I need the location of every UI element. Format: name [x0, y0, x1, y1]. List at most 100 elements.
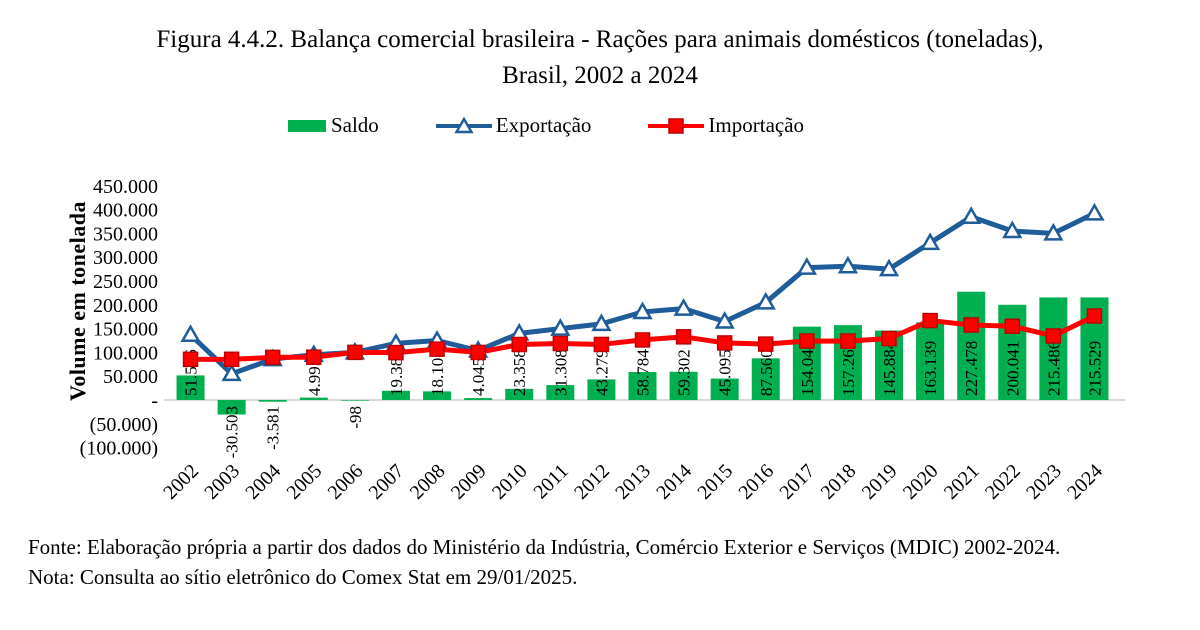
importacao-marker — [840, 333, 856, 349]
x-axis-year-label: 2022 — [981, 460, 1025, 504]
saldo-data-label: 4.045 — [469, 358, 488, 396]
saldo-bar — [710, 378, 739, 400]
importacao-marker — [758, 336, 774, 352]
saldo-bar — [546, 385, 575, 400]
x-axis-year-label: 2020 — [899, 460, 943, 504]
importacao-marker — [1086, 308, 1103, 324]
importacao-marker — [634, 332, 651, 348]
exportacao-marker — [796, 257, 818, 275]
saldo-data-label: 227.478 — [962, 341, 981, 396]
saldo-data-label: -3.581 — [264, 406, 283, 450]
importacao-marker — [1045, 328, 1062, 344]
saldo-data-label: 215.529 — [1085, 341, 1104, 396]
importacao-marker — [388, 344, 404, 361]
legend-item-saldo: Saldo — [286, 113, 379, 138]
importacao-line-icon — [647, 117, 705, 135]
legend-label-exportacao: Exportação — [495, 113, 592, 137]
exportacao-marker — [1043, 222, 1064, 241]
y-axis-tick-label: (100.000) — [80, 438, 158, 460]
saldo-data-label: 31.308 — [551, 349, 570, 396]
legend-item-importacao: Importação — [647, 113, 804, 138]
importacao-marker — [552, 335, 569, 352]
exportacao-marker — [755, 291, 776, 310]
importacao-marker — [963, 317, 979, 333]
x-axis-year-label: 2010 — [488, 460, 532, 504]
legend-item-exportacao: Exportação — [435, 113, 592, 138]
fonte-text: Fonte: Elaboração própria a partir dos d… — [28, 535, 1061, 559]
footer: Fonte: Elaboração própria a partir dos d… — [28, 533, 1174, 593]
importacao-marker — [223, 351, 240, 368]
legend-label-importacao: Importação — [708, 113, 805, 137]
x-axis-year-label: 2018 — [817, 460, 861, 504]
x-axis-year-label: 2014 — [652, 460, 696, 504]
saldo-data-label: 154.040 — [798, 341, 817, 396]
legend: Saldo Exportação Importação — [0, 113, 1145, 138]
x-axis-year-label: 2015 — [693, 460, 737, 504]
exportacao-marker — [221, 363, 242, 382]
y-axis-tick-label: - — [151, 390, 158, 412]
exportacao-marker — [961, 206, 982, 224]
saldo-bar — [751, 358, 780, 400]
y-axis-tick-label: 50.000 — [103, 366, 158, 388]
saldo-data-label: 215.486 — [1044, 341, 1063, 396]
x-axis-year-label: 2011 — [530, 460, 573, 503]
saldo-data-label: 87.560 — [757, 349, 776, 396]
y-axis-tick-label: 100.000 — [93, 342, 158, 364]
y-axis-tick-label: 150.000 — [93, 319, 158, 341]
importacao-marker — [264, 349, 281, 366]
exportacao-marker — [632, 301, 653, 320]
legend-label-saldo: Saldo — [330, 113, 379, 137]
saldo-bar — [628, 372, 657, 400]
exportacao-marker — [878, 258, 900, 277]
figure-title-line-2: Brasil, 2002 a 2024 — [502, 62, 698, 90]
x-axis-year-label: 2004 — [241, 460, 285, 504]
y-axis-tick-label: 450.000 — [93, 176, 158, 198]
saldo-data-label: 43.279 — [592, 349, 611, 396]
exportacao-marker — [591, 313, 612, 332]
exportacao-line-icon — [435, 116, 493, 135]
saldo-bar — [176, 375, 205, 400]
saldo-bar — [423, 391, 452, 400]
saldo-bar — [258, 400, 287, 402]
importacao-marker — [799, 333, 815, 349]
importacao-marker — [716, 335, 733, 351]
x-axis-year-label: 2002 — [159, 460, 203, 504]
saldo-bar — [669, 371, 698, 400]
importacao-marker — [675, 329, 692, 345]
exportacao-marker — [714, 310, 735, 329]
saldo-data-label: 23.358 — [510, 349, 529, 396]
exportacao-marker — [837, 255, 859, 274]
importacao-marker — [511, 336, 527, 353]
saldo-bar — [1039, 297, 1068, 400]
saldo-data-label: 145.884 — [880, 340, 899, 396]
importacao-marker — [922, 312, 938, 329]
saldo-data-label: 58.784 — [634, 349, 653, 396]
x-axis-year-label: 2005 — [282, 460, 326, 504]
x-axis-year-label: 2013 — [611, 460, 655, 504]
x-axis-year-label: 2007 — [365, 460, 409, 504]
saldo-bar — [505, 388, 534, 400]
saldo-data-label: 200.041 — [1003, 341, 1022, 396]
importacao-marker — [881, 330, 897, 347]
x-axis-year-label: 2009 — [447, 460, 491, 504]
saldo-data-label: 19.384 — [387, 349, 406, 396]
saldo-bar — [916, 322, 945, 400]
x-axis-year-label: 2024 — [1063, 460, 1107, 504]
importacao-marker — [182, 351, 199, 368]
importacao-marker — [1004, 318, 1021, 334]
saldo-data-label: 59.302 — [675, 349, 694, 396]
x-axis-year-label: 2016 — [734, 460, 778, 504]
importacao-marker — [429, 341, 445, 357]
saldo-bar — [464, 398, 493, 400]
importacao-marker — [306, 349, 322, 365]
figure-title-line-1: Figura 4.4.2. Balança comercial brasilei… — [156, 26, 1044, 53]
x-axis-year-label: 2012 — [570, 460, 614, 504]
saldo-data-label: -30.503 — [223, 406, 242, 458]
x-axis-year-label: 2021 — [940, 460, 984, 504]
saldo-bar — [381, 390, 410, 400]
x-axis-year-label: 2008 — [406, 460, 450, 504]
x-axis-year-label: 2019 — [858, 460, 902, 504]
saldo-data-label: 18.108 — [428, 349, 447, 396]
